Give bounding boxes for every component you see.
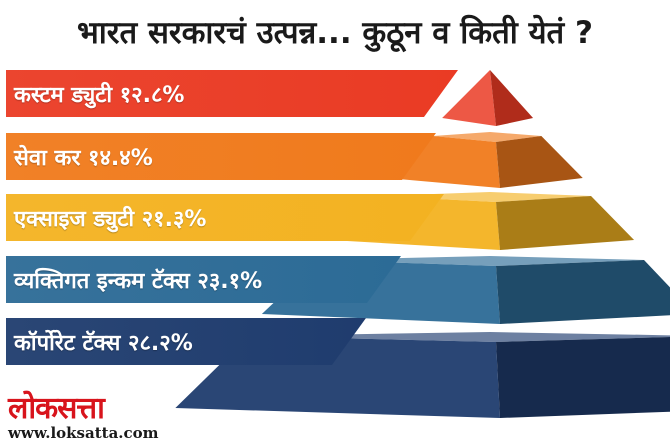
loksatta-logo: लोकसत्ता [8,391,105,426]
pyramid-tier-top-face [432,132,542,142]
tier-label-band: कस्टम ड्युटी १२.८% [6,70,458,117]
tier-label: एक्साइज ड्युटी २१.३% [14,206,207,232]
chart-title: भारत सरकारचं उत्पन्न... कुठून व किती येत… [76,15,594,51]
tier-label-band: सेवा कर १४.४% [6,133,436,180]
pyramid-tier-right-face [496,196,635,250]
pyramid-tier-left-face [442,70,496,126]
tier-label: कॉर्पोरेट टॅक्स २८.२% [14,330,193,356]
pyramid-tier-top-face [248,332,670,342]
tier-label: सेवा कर १४.४% [14,145,153,171]
pyramid-tier-right-face [496,337,670,418]
tier-label: व्यक्तिगत इन्कम टॅक्स २३.१% [14,268,263,294]
tier-label-band: कॉर्पोरेट टॅक्स २८.२% [6,318,366,365]
pyramid-tier-top-face [318,256,645,266]
pyramid-tier-right-face [496,260,670,324]
tier-label: कस्टम ड्युटी १२.८% [14,82,185,108]
pyramid-tier-left-face [386,136,500,188]
website-url: www.loksatta.com [8,424,159,442]
pyramid-tier-right-face [496,136,583,188]
tier-label-band: एक्साइज ड्युटी २१.३% [6,194,444,241]
pyramid-tier-right-face [490,70,534,126]
tier-label-band: व्यक्तिगत इन्कम टॅक्स २३.१% [6,256,401,303]
